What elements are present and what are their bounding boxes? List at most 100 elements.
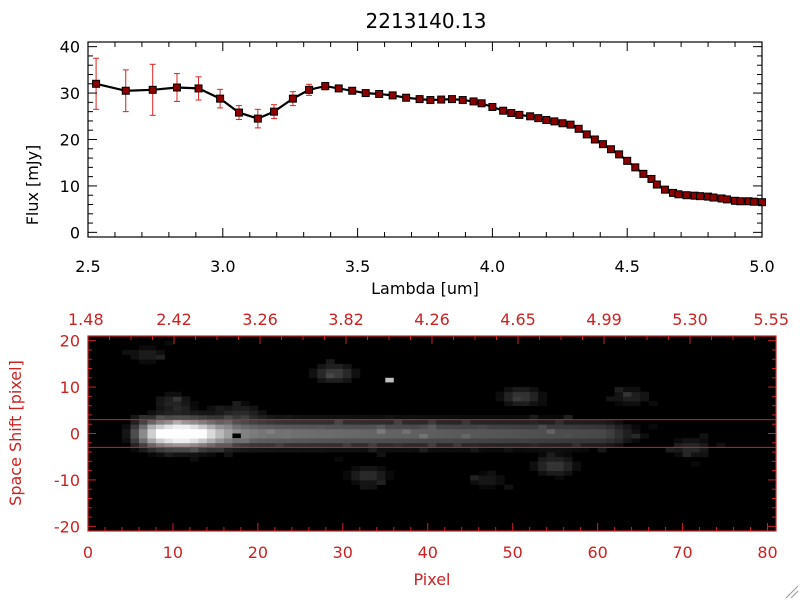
image-pixel xyxy=(546,414,556,420)
image-pixel xyxy=(478,479,488,485)
image-pixel xyxy=(198,414,208,420)
image-pixel xyxy=(223,405,233,411)
image-pixel xyxy=(283,419,293,425)
image-pixel xyxy=(147,345,157,351)
image-pixel xyxy=(249,442,259,448)
image-pixel xyxy=(164,340,174,346)
image-pixel xyxy=(334,368,344,374)
image-pixel xyxy=(308,414,318,420)
image-pixel xyxy=(172,401,182,407)
image-pixel xyxy=(189,401,199,407)
image-pixel xyxy=(478,470,488,476)
image-pixel xyxy=(240,438,250,444)
top-tick-label: 5.55 xyxy=(753,310,789,329)
image-pixel xyxy=(368,433,378,439)
data-point xyxy=(388,91,397,100)
data-point xyxy=(348,86,357,95)
image-pixel xyxy=(580,424,590,430)
image-pixel xyxy=(555,424,565,430)
image-pixel xyxy=(385,428,395,434)
image-pixel xyxy=(206,419,216,425)
image-pixel xyxy=(512,396,522,402)
image-pixel xyxy=(274,419,284,425)
image-pixel xyxy=(614,424,624,430)
image-pixel xyxy=(376,470,386,476)
image-pixel xyxy=(198,433,208,439)
image-pixel xyxy=(427,419,437,425)
image-pixel xyxy=(325,428,335,434)
image-pixel xyxy=(317,373,327,379)
y-tick-label: 40 xyxy=(60,38,80,57)
image-pixel xyxy=(138,419,148,425)
image-pixel xyxy=(521,391,531,397)
image-pixel xyxy=(317,368,327,374)
image-pixel xyxy=(487,424,497,430)
image-pixel xyxy=(130,428,140,434)
image-pixel xyxy=(317,424,327,430)
image-pixel xyxy=(376,447,386,453)
image-pixel xyxy=(368,466,378,472)
image-pixel xyxy=(308,368,318,374)
data-point xyxy=(458,96,467,105)
image-pixel xyxy=(453,419,463,425)
image-pixel xyxy=(181,396,191,402)
image-pixel xyxy=(206,433,216,439)
image-pixel xyxy=(206,447,216,453)
image-pixel xyxy=(206,405,216,411)
image-pixel xyxy=(172,433,182,439)
image-pixel xyxy=(240,414,250,420)
image-pixel xyxy=(631,387,641,393)
image-pixel xyxy=(495,428,505,434)
image-pixel xyxy=(232,405,242,411)
image-pixel xyxy=(512,419,522,425)
image-pixel xyxy=(206,428,216,434)
image-pixel xyxy=(529,424,539,430)
image-pixel xyxy=(478,433,488,439)
image-pixel xyxy=(368,479,378,485)
image-x-ticks: 0 10 20 30 40 50 60 70 80 xyxy=(83,523,778,562)
image-pixel xyxy=(189,424,199,430)
image-pixel xyxy=(368,419,378,425)
image-pixel xyxy=(300,442,310,448)
image-pixel xyxy=(249,419,259,425)
data-point xyxy=(415,95,424,104)
image-pixel xyxy=(325,368,335,374)
image-pixel xyxy=(529,414,539,420)
image-pixel xyxy=(538,452,548,458)
image-pixel xyxy=(274,414,284,420)
image-pixel xyxy=(572,461,582,467)
image-pixel xyxy=(300,433,310,439)
data-point xyxy=(321,82,330,91)
image-pixel xyxy=(419,447,429,453)
image-pixel xyxy=(393,447,403,453)
spectrum-y-axis-label: Flux [mJy] xyxy=(23,145,42,226)
image-pixel xyxy=(623,396,633,402)
image-pixel xyxy=(538,456,548,462)
data-point xyxy=(361,89,370,98)
image-pixel xyxy=(589,438,599,444)
image-pixel xyxy=(325,424,335,430)
image-pixel xyxy=(623,401,633,407)
data-point xyxy=(92,79,101,88)
image-pixel xyxy=(512,391,522,397)
image-pixel xyxy=(461,447,471,453)
image-pixel xyxy=(198,438,208,444)
x-tick-label: 10 xyxy=(163,543,183,562)
data-point xyxy=(534,114,543,123)
image-pixel xyxy=(138,442,148,448)
image-pixel xyxy=(342,433,352,439)
image-pixel xyxy=(334,419,344,425)
image-pixel xyxy=(444,414,454,420)
image-pixel xyxy=(325,373,335,379)
image-pixel xyxy=(538,414,548,420)
image-pixel xyxy=(470,447,480,453)
image-pixel xyxy=(172,438,182,444)
image-pixel xyxy=(172,419,182,425)
image-pixel xyxy=(487,438,497,444)
image-pixel xyxy=(155,349,165,355)
image-pixel xyxy=(359,479,369,485)
image-pixel xyxy=(521,438,531,444)
image-pixel xyxy=(257,414,267,420)
resize-grip-icon[interactable] xyxy=(785,585,799,599)
data-point xyxy=(507,109,516,118)
